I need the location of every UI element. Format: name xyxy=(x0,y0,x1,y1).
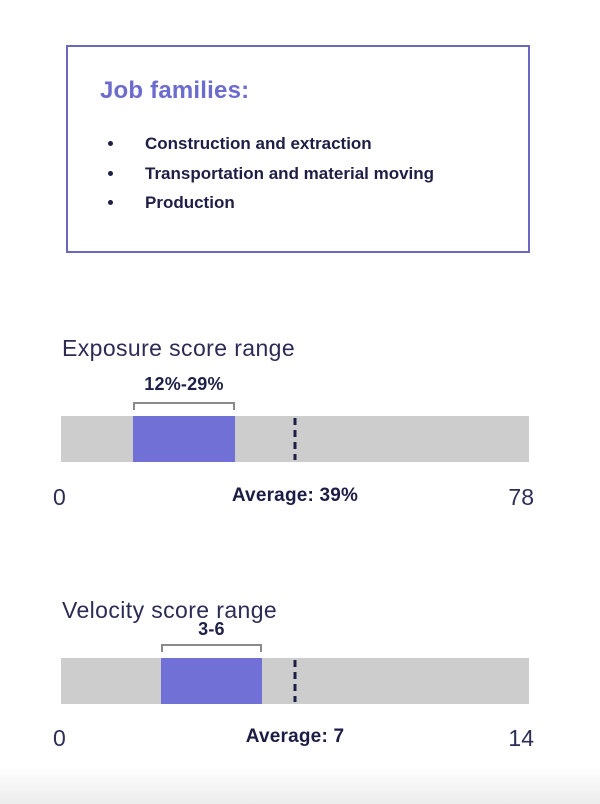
job-families-list: Construction and extraction Transportati… xyxy=(68,129,528,218)
bottom-fade-strip xyxy=(0,766,600,804)
bar-track xyxy=(61,416,529,462)
job-families-panel: Job families: Construction and extractio… xyxy=(66,45,530,253)
range-bracket xyxy=(161,644,262,652)
bar-track xyxy=(61,658,529,704)
range-bracket xyxy=(133,402,235,410)
range-label: 12%-29% xyxy=(144,374,224,394)
axis-min-label: 0 xyxy=(53,725,66,751)
plot-area: 3-6 0 Average: 7 14 xyxy=(53,578,534,788)
bullet-icon xyxy=(108,141,113,146)
average-marker xyxy=(293,418,297,460)
average-label: Average: 7 xyxy=(245,726,345,747)
chart-title: Velocity score range xyxy=(62,597,278,624)
range-segment xyxy=(161,658,262,704)
x-axis: 0 Average: 39% 78 xyxy=(53,484,534,514)
job-family-item: Construction and extraction xyxy=(68,129,528,159)
average-marker xyxy=(293,660,297,702)
range-label: 3-6 xyxy=(198,619,225,639)
average-label: Average: 39% xyxy=(231,485,359,506)
job-family-item: Production xyxy=(68,188,528,218)
axis-max-label: 78 xyxy=(508,484,534,510)
bullet-icon xyxy=(108,200,113,205)
x-axis: 0 Average: 7 14 xyxy=(53,725,534,755)
job-family-label: Construction and extraction xyxy=(145,134,372,153)
plot-area: 12%-29% 0 Average: 39% 78 xyxy=(53,316,534,526)
job-family-label: Transportation and material moving xyxy=(145,163,435,183)
velocity-score-chart: Velocity score range 3-6 0 Average: 7 14 xyxy=(0,578,600,788)
job-family-label: Production xyxy=(145,193,235,212)
axis-max-label: 14 xyxy=(508,725,534,751)
axis-min-label: 0 xyxy=(53,484,66,510)
job-families-heading: Job families: xyxy=(100,77,250,104)
exposure-score-chart: Exposure score range 12%-29% 0 Average: … xyxy=(0,316,600,526)
range-segment xyxy=(133,416,235,462)
bullet-icon xyxy=(108,170,113,176)
job-family-item: Transportation and material moving xyxy=(68,159,528,189)
chart-title: Exposure score range xyxy=(62,335,296,362)
